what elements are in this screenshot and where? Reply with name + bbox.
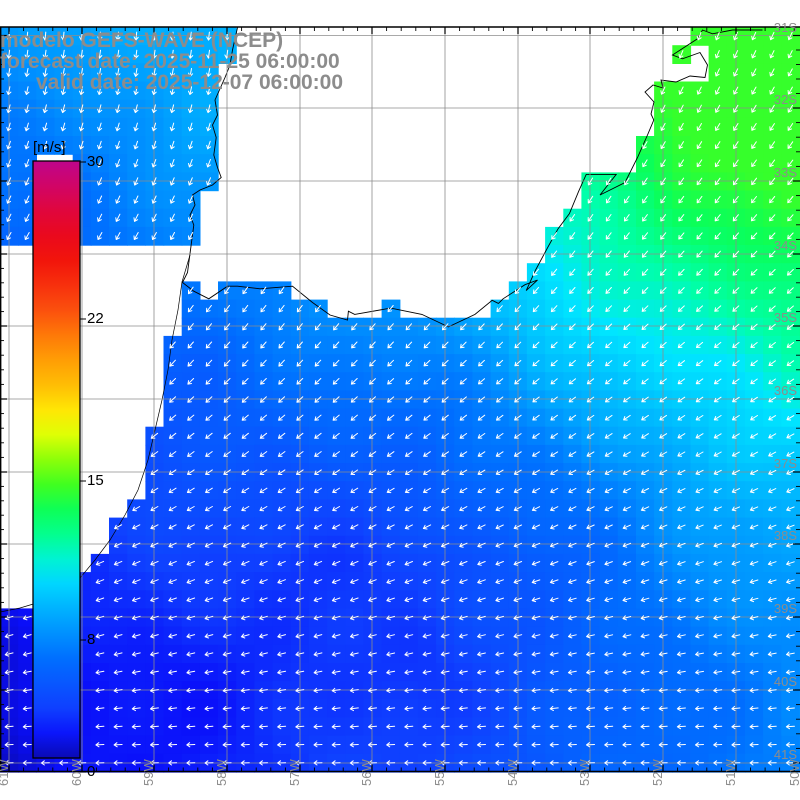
svg-text:22: 22 (87, 310, 104, 327)
svg-text:30: 30 (87, 153, 104, 170)
svg-text:8: 8 (87, 631, 95, 648)
svg-text:15: 15 (87, 472, 104, 489)
svg-text:[m/s]: [m/s] (33, 139, 66, 156)
svg-text:0: 0 (87, 763, 95, 780)
